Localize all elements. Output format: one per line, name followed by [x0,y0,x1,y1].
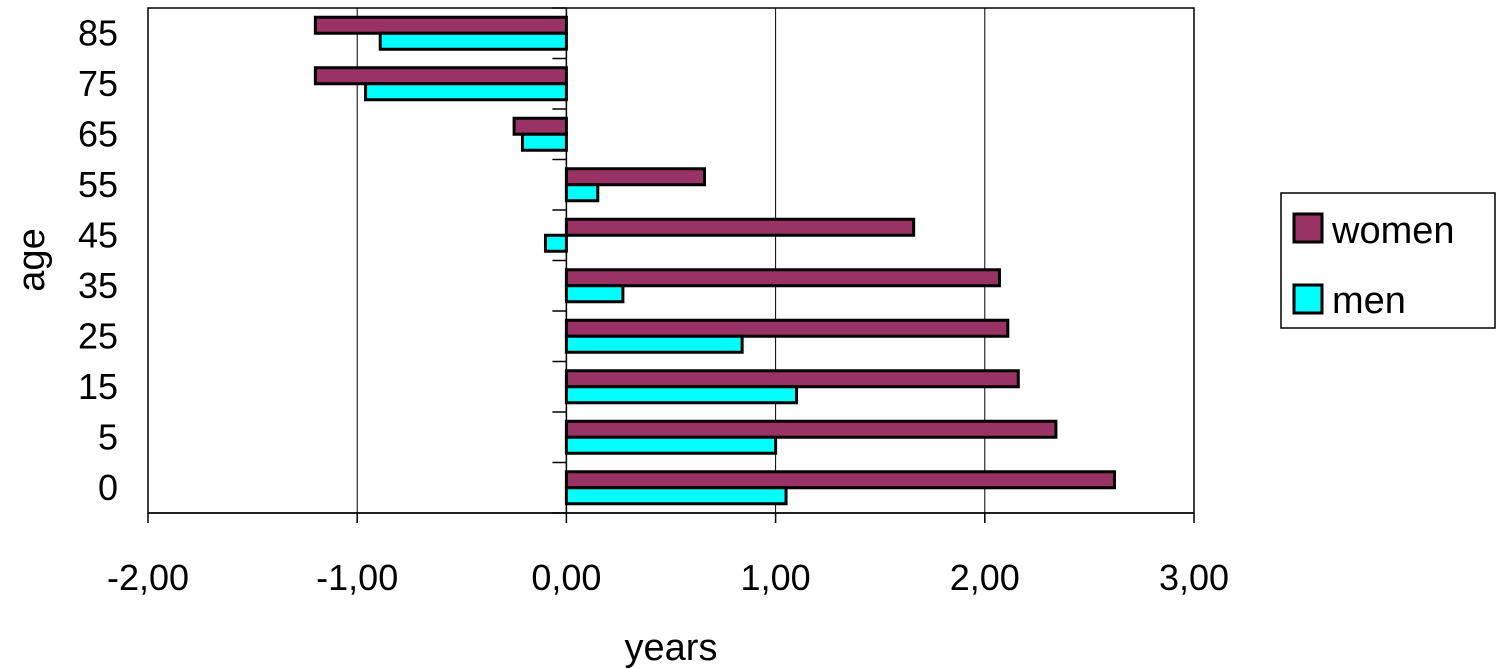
bar-women-75 [313,66,568,86]
y-tick-label: 55 [78,164,118,205]
x-tick-label: 2,00 [950,557,1020,598]
bar-men-85 [378,31,568,51]
legend-swatch-men [1292,283,1324,315]
y-tick-label: 0 [98,467,118,508]
y-tick-label: 35 [78,265,118,306]
y-tick-label: 85 [78,12,118,53]
y-tick-label: 25 [78,315,118,356]
bar-men-35 [564,284,625,304]
y-tick-label: 75 [78,63,118,104]
bar-women-35 [564,268,1001,288]
bar-men-45 [543,233,568,253]
bar-women-5 [564,419,1058,439]
bar-men-55 [564,183,600,203]
bar-men-15 [564,385,799,405]
y-tick-label: 65 [78,113,118,154]
y-tick-label: 5 [98,416,118,457]
x-tick-label: -2,00 [107,557,189,598]
y-tick-labels: 0 5 15 25 35 45 55 65 75 85 [78,12,118,508]
legend-label-women: women [1331,210,1455,252]
bar-women-25 [564,318,1010,338]
y-tick-label: 45 [78,214,118,255]
bar-women-45 [564,217,916,237]
bar-women-0 [564,470,1117,490]
legend-swatch-women [1292,212,1324,244]
y-tick-label: 15 [78,366,118,407]
legend: women men [1280,192,1496,329]
axes [147,7,1195,523]
x-axis-title: years [625,627,718,669]
x-tick-label: 0,00 [531,557,601,598]
x-tick-label: -1,00 [316,557,398,598]
x-tick-labels: -2,00 -1,00 0,00 1,00 2,00 3,00 [107,557,1229,598]
bar-women-55 [564,167,706,187]
bar-women-85 [313,15,568,35]
bar-men-65 [520,132,568,152]
x-tick-label: 1,00 [741,557,811,598]
x-tick-label: 3,00 [1159,557,1229,598]
bar-men-0 [564,486,788,506]
bar-men-5 [564,435,778,455]
bar-women-15 [564,369,1020,389]
bars [313,15,1117,506]
y-axis-title: age [11,228,53,291]
legend-label-men: men [1332,280,1406,322]
bar-men-75 [364,82,568,102]
bar-men-25 [564,334,744,354]
bar-women-65 [512,116,568,136]
